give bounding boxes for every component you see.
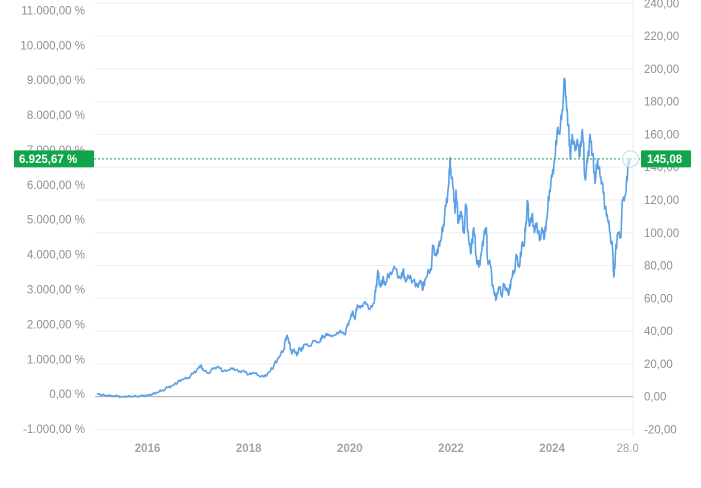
left-tick-label: -1.000,00 % (23, 424, 85, 436)
right-tick-label: -20,00 (644, 424, 677, 436)
right-tick-label: 40,00 (644, 326, 673, 338)
left-tick-label: 2.000,00 % (27, 319, 85, 331)
right-tick-label: 220,00 (644, 31, 679, 43)
left-tick-label: 1.000,00 % (27, 354, 85, 366)
grid-lines (95, 0, 634, 436)
current-price-badge: 145,08 (641, 150, 691, 168)
right-tick-label: 160,00 (644, 129, 679, 141)
x-tick-label: 2018 (236, 443, 262, 455)
right-tick-label: 100,00 (644, 228, 679, 240)
left-tick-label: 9.000,00 % (27, 75, 85, 87)
left-tick-label: 5.000,00 % (27, 215, 85, 227)
right-tick-label: 80,00 (644, 261, 673, 273)
left-tick-label: 10.000,00 % (20, 40, 85, 52)
left-tick-label: 3.000,00 % (27, 285, 85, 297)
x-axis-years: 2016 2018 2020 2022 2024 28.0 (135, 443, 639, 455)
left-tick-label: 0,00 % (49, 389, 85, 401)
x-tick-label: 2016 (135, 443, 161, 455)
x-tick-label: 2022 (438, 443, 464, 455)
current-price-label: 145,08 (647, 154, 683, 166)
right-tick-label: 20,00 (644, 359, 673, 371)
right-tick-label: 240,00 (644, 0, 679, 10)
current-percent-label: 6.925,67 % (19, 154, 77, 166)
x-last-date-label: 28.0 (616, 443, 638, 455)
current-percent-badge-bg (14, 150, 94, 168)
x-tick-label: 2024 (539, 443, 565, 455)
right-tick-label: 180,00 (644, 97, 679, 109)
left-tick-label: 8.000,00 % (27, 110, 85, 122)
left-tick-label: 4.000,00 % (27, 250, 85, 262)
current-price-badge-bg (641, 150, 691, 168)
right-tick-label: 0,00 (644, 392, 666, 404)
left-tick-label: 6.000,00 % (27, 180, 85, 192)
left-tick-label: 11.000,00 % (21, 5, 85, 17)
left-axis-percent: -1.000,00 % 0,00 % 1.000,00 % 2.000,00 % 3.0… (20, 5, 85, 436)
price-series-line[interactable] (96, 77, 631, 399)
right-tick-label: 60,00 (644, 293, 673, 305)
right-axis-price: -20,00 0,00 20,00 40,00 60,00 80,00 100,00 120,… (644, 0, 679, 436)
x-tick-label: 2020 (337, 443, 363, 455)
current-value-marker[interactable] (621, 150, 639, 168)
right-tick-label: 120,00 (644, 195, 679, 207)
current-percent-badge: 6.925,67 % (14, 150, 94, 168)
right-tick-label: 200,00 (644, 64, 679, 76)
